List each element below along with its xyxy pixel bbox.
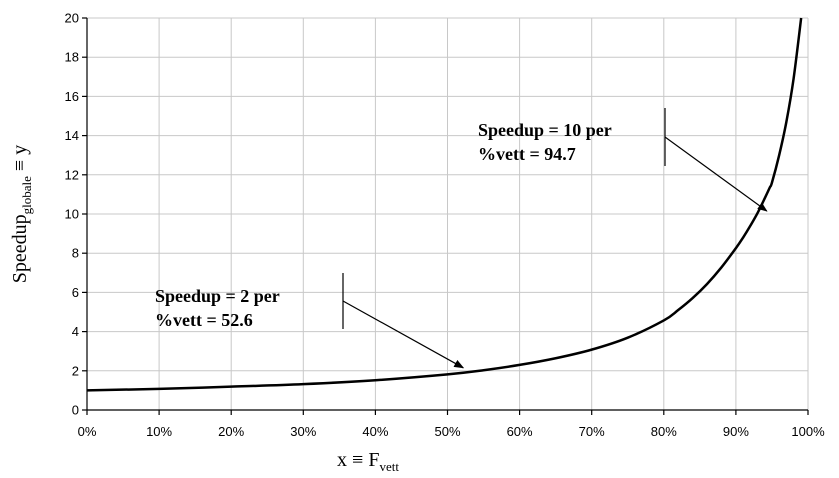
y-tick-label-3: 6 xyxy=(72,285,79,300)
y-axis-title-main: Speedup xyxy=(9,214,31,283)
grid-layer xyxy=(86,17,809,411)
x-tick-label-3: 30% xyxy=(290,424,316,439)
annotation-arrow-0 xyxy=(342,300,465,369)
y-tick-label-0: 0 xyxy=(72,403,79,418)
y-tick-label-6: 12 xyxy=(65,167,79,182)
annotation-text-0: Speedup = 2 per %vett = 52.6 xyxy=(155,286,280,330)
x-tick-label-2: 20% xyxy=(218,424,244,439)
annotation-0: Speedup = 2 per %vett = 52.6 xyxy=(155,273,465,369)
x-tick-label-6: 60% xyxy=(507,424,533,439)
annotation-line-1-0: Speedup = 10 per xyxy=(478,120,612,140)
annotation-arrow-1 xyxy=(664,136,768,212)
y-axis-title-tail: ≡ y xyxy=(9,145,31,176)
annotation-line-0-1: %vett = 52.6 xyxy=(155,310,253,330)
y-tick-label-4: 8 xyxy=(72,246,79,261)
x-tick-label-5: 50% xyxy=(434,424,460,439)
y-tick-label-9: 18 xyxy=(65,50,79,65)
x-tick-label-4: 40% xyxy=(362,424,388,439)
x-tick-label-7: 70% xyxy=(579,424,605,439)
x-tick-label-1: 10% xyxy=(146,424,172,439)
x-tick-label-10: 100% xyxy=(791,424,825,439)
annotation-layer: Speedup = 2 per %vett = 52.6 Speedup = 10 … xyxy=(155,108,768,369)
y-tick-label-8: 16 xyxy=(65,89,79,104)
speedup-curve xyxy=(86,17,803,392)
y-tick-label-10: 20 xyxy=(65,11,79,26)
y-tick-label-5: 10 xyxy=(65,207,79,222)
y-axis-title-sub: globale xyxy=(19,176,34,214)
tick-label-layer: 0 2 4 6 8 10 12 14 16 18 20 0% 10% 20% 30% 40% 50% 60% 70%… xyxy=(65,11,826,440)
annotation-line-1-1: %vett = 94.7 xyxy=(478,144,576,164)
x-axis-title: x ≡ Fvett xyxy=(337,449,399,474)
x-axis-title-sub: vett xyxy=(379,459,399,474)
annotation-text-1: Speedup = 10 per %vett = 94.7 xyxy=(478,120,612,164)
annotation-line-0-0: Speedup = 2 per xyxy=(155,286,280,306)
y-axis-title: Speedupglobale ≡ y xyxy=(9,145,34,283)
x-axis-title-main: x ≡ F xyxy=(337,449,379,471)
y-tick-label-2: 4 xyxy=(72,324,79,339)
y-tick-label-7: 14 xyxy=(65,128,79,143)
y-tick-label-1: 2 xyxy=(72,363,79,378)
annotation-1: Speedup = 10 per %vett = 94.7 xyxy=(478,108,768,212)
x-tick-label-9: 90% xyxy=(723,424,749,439)
x-tick-label-0: 0% xyxy=(78,424,97,439)
x-tick-label-8: 80% xyxy=(651,424,677,439)
